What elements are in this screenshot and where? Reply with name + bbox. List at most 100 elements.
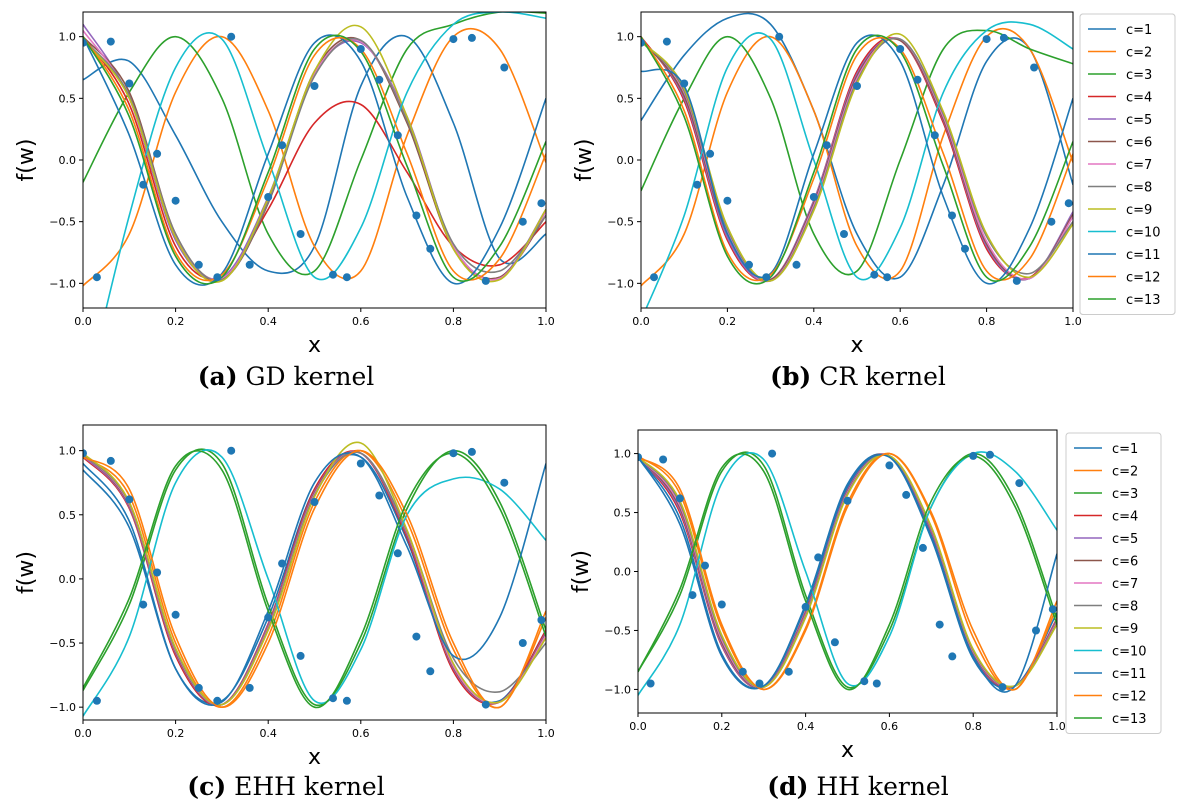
series-line-c=6: [641, 38, 1073, 282]
x-tick-label: 0.6: [352, 727, 370, 740]
legend-box: [1079, 13, 1176, 315]
legend-label: c=11: [1126, 248, 1161, 263]
legend-box: [1065, 432, 1162, 734]
series-line-c=9: [83, 441, 546, 706]
data-point: [784, 667, 793, 676]
data-point: [342, 696, 351, 705]
caption-tag: (d): [767, 772, 808, 801]
series-line-c=4: [641, 36, 1073, 282]
data-point: [518, 639, 527, 647]
data-point: [948, 211, 956, 220]
data-point: [481, 700, 490, 709]
x-tick-label: 0.0: [629, 720, 647, 733]
y-tick-label: −1.0: [49, 701, 76, 714]
series-line-c=9: [641, 32, 1073, 282]
data-point: [227, 32, 236, 41]
caption-tag: (c): [187, 772, 226, 801]
data-point: [125, 79, 134, 88]
legend-label: c=3: [1126, 68, 1152, 83]
x-tick-label: 0.0: [632, 315, 650, 328]
series-line-c=7: [83, 30, 546, 281]
data-point: [449, 449, 458, 458]
data-point: [194, 683, 203, 692]
x-tick-label: 0.8: [445, 727, 463, 740]
x-tick-label: 0.2: [167, 315, 185, 328]
y-tick-label: 0.5: [59, 509, 77, 522]
series-line-c=12: [638, 452, 1057, 691]
legend-label: c=6: [1112, 555, 1138, 570]
series-line-c=13: [83, 34, 546, 285]
data-point: [948, 652, 957, 661]
caption-text: GD kernel: [238, 362, 375, 391]
axes-frame: [82, 424, 547, 721]
y-axis-label: f(w): [572, 139, 597, 182]
series-line-c=3: [638, 451, 1057, 689]
data-point: [902, 490, 911, 499]
data-point: [139, 180, 148, 189]
series-line-c=11: [83, 34, 546, 286]
y-tick-label: 0.5: [617, 92, 635, 105]
series-line-c=2: [641, 27, 1073, 287]
legend-label: c=1: [1112, 442, 1138, 457]
data-point: [870, 270, 879, 279]
x-axis-label: x: [308, 745, 321, 770]
y-axis-label: f(w): [569, 550, 594, 593]
data-point: [393, 549, 402, 558]
data-point: [375, 75, 384, 84]
legend-label: c=6: [1126, 136, 1152, 151]
caption-tag: (b): [770, 362, 811, 391]
x-axis-label: x: [850, 333, 863, 358]
data-point: [885, 461, 894, 470]
data-point: [830, 638, 839, 647]
y-tick-label: 1.0: [617, 31, 635, 44]
series-line-c=13: [641, 34, 1073, 285]
legend: c=1 c=2 c=3 c=4 c=5 c=6 c=7 c=8 c=9 c=10 c=11 c=12 c…: [1065, 432, 1162, 734]
data-point: [680, 79, 689, 88]
data-point: [982, 35, 991, 44]
y-tick-label: 0.0: [617, 154, 635, 167]
legend-label: c=5: [1126, 113, 1152, 128]
y-tick-label: 0.5: [614, 507, 632, 520]
data-point: [717, 600, 726, 609]
data-point: [194, 260, 203, 269]
data-point: [646, 679, 655, 688]
data-point: [843, 496, 852, 505]
y-axis-label: f(w): [14, 551, 39, 594]
data-point: [723, 196, 732, 205]
data-point: [918, 543, 927, 552]
series-line-c=1: [83, 34, 546, 275]
panel-caption: (c) EHH kernel: [187, 772, 384, 801]
data-point: [92, 696, 101, 705]
series-line-c=9: [83, 24, 546, 283]
x-tick-label: 1.0: [1064, 315, 1082, 328]
chart-panel-0: 0.0 0.2 0.4 0.6 0.8 1.0 −1.0 −0.5 0.0 0.5 1.0 x f(w)…: [14, 11, 1176, 391]
data-point: [245, 260, 254, 269]
data-point: [83, 449, 87, 458]
x-tick-label: 0.8: [978, 315, 996, 328]
data-point: [1047, 217, 1056, 226]
y-axis-label: f(w): [14, 139, 39, 182]
data-point: [986, 450, 994, 459]
data-point: [706, 149, 715, 158]
legend-label: c=4: [1126, 91, 1152, 106]
data-point: [171, 196, 180, 205]
data-point: [278, 559, 287, 568]
data-point: [153, 568, 162, 577]
series-line-c=11: [638, 453, 1057, 693]
legend-label: c=11: [1112, 667, 1147, 682]
data-point: [213, 273, 222, 282]
y-tick-label: 1.0: [59, 31, 77, 44]
data-point: [801, 602, 810, 611]
y-tick-label: −1.0: [49, 277, 76, 290]
x-tick-label: 1.0: [1048, 720, 1066, 733]
data-point: [883, 273, 892, 282]
data-point: [139, 600, 148, 609]
data-point: [356, 459, 365, 468]
plot-area: [83, 12, 546, 308]
caption-text: HH kernel: [808, 772, 948, 801]
series-line-c=12: [83, 449, 546, 709]
data-point: [969, 451, 978, 460]
series-line-c=5: [641, 37, 1073, 282]
data-point: [1030, 63, 1039, 72]
series-line-c=10: [83, 449, 546, 717]
